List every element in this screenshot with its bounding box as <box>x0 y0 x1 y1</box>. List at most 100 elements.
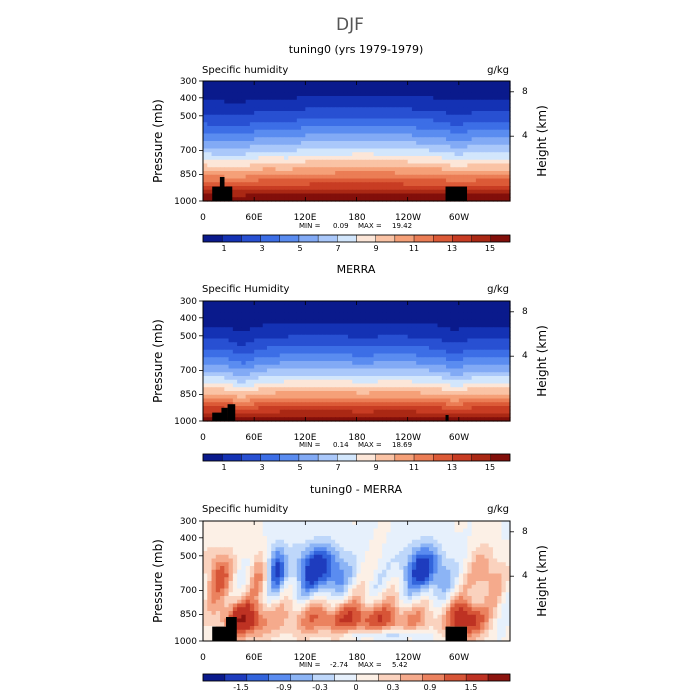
field-cell <box>420 304 426 310</box>
field-cell <box>326 144 332 150</box>
field-cell <box>373 372 379 377</box>
field-cell <box>232 81 238 86</box>
field-cell <box>377 327 383 332</box>
field-cell <box>309 186 315 191</box>
field-cell <box>428 126 434 131</box>
field-cell <box>365 111 370 116</box>
field-cell <box>266 394 272 400</box>
field-cell <box>416 137 422 142</box>
field-cell <box>463 528 468 533</box>
field-cell <box>352 99 358 105</box>
field-cell <box>215 409 221 415</box>
field-cell <box>301 182 306 187</box>
field-cell <box>467 156 473 161</box>
field-cell <box>241 118 247 123</box>
field-cell <box>288 178 294 183</box>
field-cell <box>275 129 281 135</box>
field-cell <box>403 342 409 347</box>
field-cell <box>386 111 392 116</box>
field-cell <box>343 163 349 168</box>
field-cell <box>467 372 473 377</box>
field-cell <box>501 372 507 377</box>
field-cell <box>394 178 400 183</box>
field-cell <box>258 182 264 187</box>
field-cell <box>309 133 315 138</box>
field-cell <box>356 122 362 127</box>
field-cell <box>433 338 439 343</box>
field-cell <box>390 387 396 392</box>
field-cell <box>463 103 468 108</box>
field-cell <box>262 417 268 422</box>
field-cell <box>313 92 319 97</box>
field-cell <box>377 114 383 120</box>
field-cell <box>369 107 375 112</box>
field-cell <box>266 409 272 415</box>
field-cell <box>497 178 503 183</box>
field-cell <box>258 304 264 310</box>
field-cell <box>207 84 213 90</box>
field-cell <box>484 159 490 165</box>
field-cell <box>224 308 230 313</box>
field-cell <box>347 364 353 370</box>
field-cell <box>275 141 281 146</box>
field-cell <box>428 391 434 396</box>
field-cell <box>326 126 332 131</box>
field-cell <box>492 409 498 415</box>
field-cell <box>416 346 422 351</box>
field-cell <box>335 163 341 168</box>
field-cell <box>407 148 413 153</box>
field-cell <box>484 137 490 142</box>
field-cell <box>407 137 413 142</box>
field-cell <box>420 193 426 198</box>
field-cell <box>403 167 409 172</box>
field-cell <box>360 368 366 373</box>
field-cell <box>207 361 213 366</box>
field-cell <box>262 159 268 165</box>
field-cell <box>450 308 456 313</box>
field-cell <box>254 159 260 165</box>
field-cell <box>441 186 447 191</box>
field-cell <box>467 308 473 313</box>
field-cell <box>237 152 242 157</box>
field-cell <box>492 308 498 313</box>
field-cell <box>318 334 323 340</box>
field-cell <box>365 402 370 407</box>
field-cell <box>382 178 387 183</box>
field-cell <box>241 141 247 146</box>
field-cell <box>207 383 213 388</box>
field-cell <box>254 186 260 191</box>
field-cell <box>407 103 413 108</box>
colorbar-swatch <box>241 234 261 243</box>
field-cell <box>241 159 247 165</box>
field-cell <box>326 394 332 400</box>
field-cell <box>228 141 234 146</box>
field-cell <box>488 118 494 123</box>
field-cell <box>492 118 498 123</box>
field-cell <box>463 163 468 168</box>
field-cell <box>258 118 264 123</box>
field-cell <box>471 413 477 418</box>
field-cell <box>505 99 511 105</box>
field-cell <box>365 353 370 358</box>
field-cell <box>275 327 281 332</box>
field-cell <box>420 364 426 370</box>
field-cell <box>497 413 503 418</box>
field-cell <box>352 144 358 150</box>
field-cell <box>411 521 417 526</box>
field-cell <box>301 349 306 355</box>
field-cell <box>292 301 298 306</box>
field-cell <box>480 96 486 101</box>
field-cell <box>471 171 477 176</box>
field-cell <box>322 319 328 325</box>
field-cell <box>207 372 213 377</box>
field-cell <box>275 334 281 340</box>
field-cell <box>237 334 242 340</box>
field-cell <box>365 84 370 90</box>
field-cell <box>335 524 341 530</box>
field-cell <box>437 327 443 332</box>
field-cell <box>296 156 302 161</box>
field-cell <box>484 383 490 388</box>
field-cell <box>292 417 298 422</box>
field-cell <box>446 304 451 310</box>
field-cell <box>284 413 289 418</box>
